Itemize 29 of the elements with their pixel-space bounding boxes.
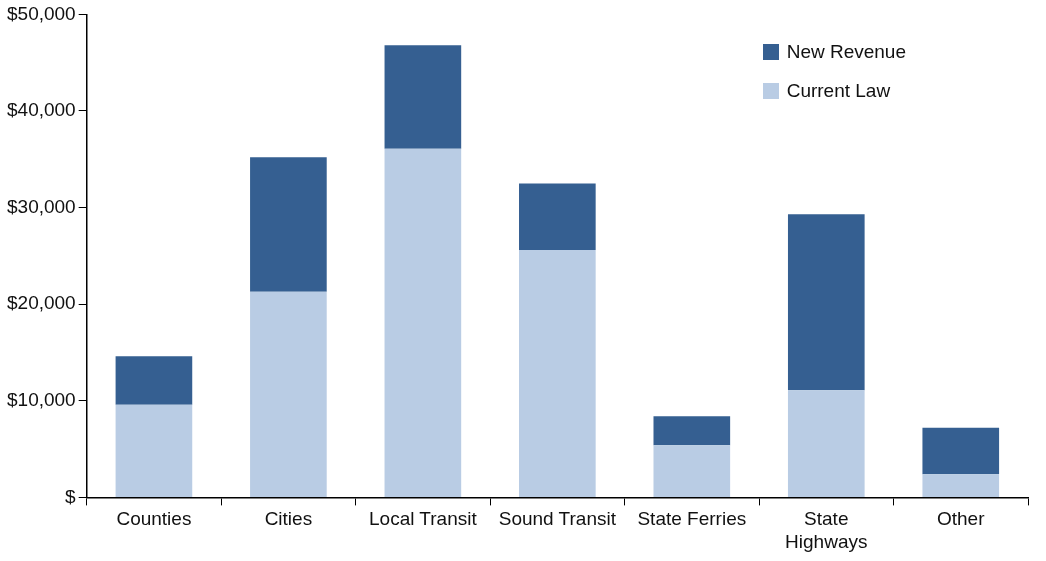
bar (519, 183, 596, 251)
bar (384, 148, 462, 497)
x-tick-label: Other (937, 508, 986, 530)
y-tick-label: $ (65, 485, 77, 507)
bar (653, 445, 731, 497)
y-tick-label: $40,000 (6, 99, 76, 121)
legend-label: New Revenue (786, 40, 906, 63)
bar (922, 474, 1000, 497)
y-tick-label: $20,000 (6, 292, 76, 314)
bar (115, 404, 193, 497)
x-tick-label: Local Transit (369, 508, 478, 530)
y-tick-label: $10,000 (6, 389, 76, 411)
bar (787, 214, 865, 391)
bar (384, 45, 462, 149)
bar (519, 250, 596, 497)
legend-label: Current Law (786, 79, 891, 102)
bar (250, 291, 327, 497)
y-tick-label: $30,000 (6, 195, 76, 217)
bar (653, 416, 731, 446)
x-tick-label: State Ferries (637, 508, 747, 530)
x-tick-label: Sound Transit (498, 508, 617, 530)
bar (787, 390, 865, 497)
bar (115, 356, 193, 405)
bar (922, 427, 1000, 475)
x-tick-label: Counties (116, 508, 192, 530)
bar (250, 157, 327, 292)
x-tick-label: State Highways (785, 508, 868, 552)
x-tick-label: Cities (264, 508, 313, 530)
y-tick-label: $50,000 (6, 2, 76, 24)
